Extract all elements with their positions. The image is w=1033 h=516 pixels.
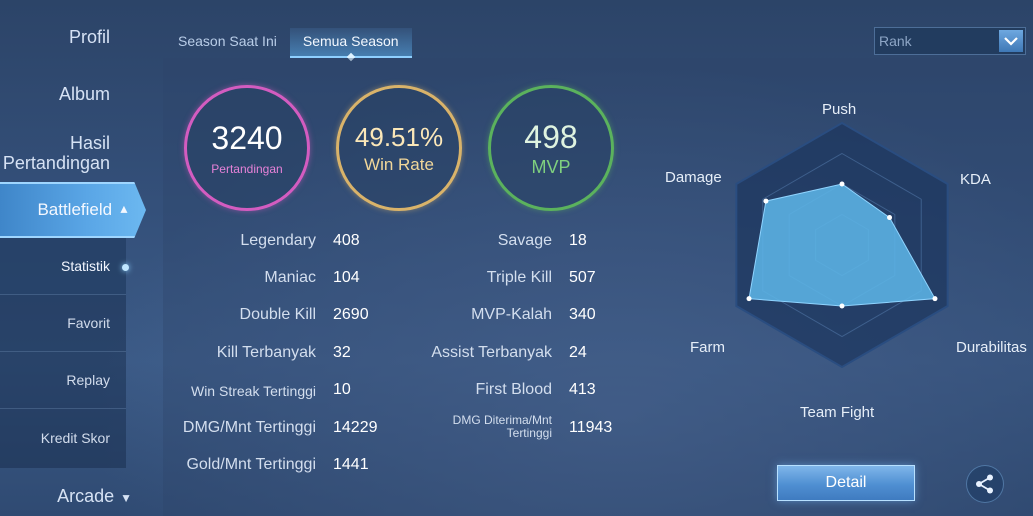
tab-season-saat-ini[interactable]: Season Saat Ini	[178, 33, 277, 49]
radar-svg	[735, 121, 949, 369]
nav-hasil-pertandingan[interactable]: Hasil Pertandingan	[0, 133, 110, 173]
radar-label-durabilitas: Durabilitas	[956, 339, 1027, 356]
rank-select-value: Rank	[879, 33, 912, 49]
sub-item-label: Statistik	[60, 258, 110, 274]
nav-profil[interactable]: Profil	[68, 27, 110, 47]
radar-point-durabilitas	[932, 296, 938, 302]
stat-value-double-kill: 2690	[333, 306, 369, 323]
nav-hasil-line1: Hasil	[69, 133, 110, 153]
sub-item-favorit[interactable]: Favorit	[0, 295, 126, 352]
chevron-up-icon: ▼	[118, 203, 130, 217]
stat-value-first-blood: 413	[569, 381, 596, 398]
sub-item-label: Favorit	[67, 315, 110, 331]
stat-value-win-streak: 10	[333, 381, 351, 398]
sub-item-replay[interactable]: Replay	[0, 352, 126, 409]
sub-item-label: Replay	[66, 372, 110, 388]
detail-button[interactable]: Detail	[777, 465, 915, 501]
stat-label-dmg-mnt: DMG/Mnt Tertinggi	[182, 419, 316, 436]
radar-point-damage	[763, 198, 769, 204]
stat-value-gold-mnt: 1441	[333, 456, 369, 473]
matches-value: 3240	[211, 120, 283, 156]
radar-label-team-fight: Team Fight	[800, 404, 875, 421]
radar-label-farm: Farm	[690, 339, 725, 356]
stat-value-savage: 18	[569, 232, 587, 249]
matches-circle: 3240 Pertandingan	[184, 85, 310, 211]
sub-item-kredit-skor[interactable]: Kredit Skor	[0, 409, 126, 466]
stat-label-assist-terbanyak: Assist Terbanyak	[431, 344, 552, 361]
stat-value-triple-kill: 507	[569, 269, 596, 286]
season-tabs: Season Saat Ini Semua Season	[165, 28, 412, 62]
stat-label-kill-terbanyak: Kill Terbanyak	[216, 344, 316, 361]
stat-value-mvp-kalah: 340	[569, 306, 596, 323]
winrate-value: 49.51%	[354, 122, 444, 152]
nav-battlefield-label: Battlefield	[37, 200, 113, 219]
stat-label-first-blood: First Blood	[475, 381, 552, 398]
sub-item-statistik[interactable]: Statistik	[0, 238, 129, 295]
radar-point-farm	[746, 296, 752, 302]
radar-label-kda: KDA	[960, 171, 991, 188]
stat-label-double-kill: Double Kill	[239, 306, 316, 323]
mvp-label: MVP	[531, 156, 571, 177]
chevron-down-icon: ▼	[120, 491, 132, 505]
winrate-label: Win Rate	[364, 155, 434, 174]
tab-label: Semua Season	[302, 33, 399, 49]
stat-label-gold-mnt: Gold/Mnt Tertinggi	[186, 456, 316, 473]
nav-battlefield[interactable]: Battlefield ▼	[0, 182, 146, 238]
sidebar: Profil Album Hasil Pertandingan Battlefi…	[0, 0, 150, 516]
stat-label-dmg-diterima-line1: DMG Diterima/Mnt	[452, 413, 552, 427]
tab-semua-season[interactable]: Semua Season	[289, 28, 412, 62]
radar-label-push: Push	[822, 101, 857, 118]
radar-label-damage: Damage	[665, 169, 722, 186]
nav-arcade-label: Arcade	[57, 486, 115, 506]
stat-label-savage: Savage	[497, 232, 552, 249]
stat-label-dmg-diterima: DMG Diterima/Mnt Tertinggi	[453, 414, 552, 440]
stat-label-mvp-kalah: MVP-Kalah	[471, 306, 552, 323]
stat-value-assist-terbanyak: 24	[569, 344, 587, 361]
radar-point-push	[839, 181, 845, 187]
radar-grid-ring	[762, 152, 922, 338]
nav-arcade[interactable]: Arcade ▼	[57, 486, 132, 507]
share-icon[interactable]	[966, 465, 1004, 503]
stat-label-dmg-diterima-line2: Tertinggi	[506, 426, 552, 440]
stat-value-dmg-mnt: 14229	[333, 419, 378, 436]
sub-item-label: Kredit Skor	[40, 429, 110, 446]
stat-label-win-streak: Win Streak Tertinggi	[190, 383, 316, 399]
radar-chart: Push KDA Durabilitas Team Fight Farm Dam…	[660, 95, 1030, 425]
stat-value-dmg-diterima: 11943	[569, 419, 613, 436]
stat-label-maniac: Maniac	[264, 269, 316, 286]
active-indicator-icon	[122, 264, 129, 271]
mvp-circle: 498 MVP	[488, 85, 614, 211]
battlefield-submenu: Statistik Favorit Replay Kredit Skor	[0, 238, 129, 468]
stat-value-legendary: 408	[333, 232, 360, 249]
radar-point-kda	[887, 215, 893, 221]
mvp-value: 498	[524, 118, 578, 155]
radar-point-team-fight	[839, 303, 845, 309]
rank-select[interactable]: Rank	[874, 27, 1026, 55]
stat-label-triple-kill: Triple Kill	[486, 269, 552, 286]
stat-value-maniac: 104	[333, 269, 360, 286]
nav-album[interactable]: Album	[58, 84, 110, 104]
winrate-circle: 49.51% Win Rate	[336, 85, 462, 211]
matches-label: Pertandingan	[211, 162, 283, 176]
stat-value-kill-terbanyak: 32	[333, 344, 351, 361]
stat-label-legendary: Legendary	[240, 232, 316, 249]
nav-hasil-line2: Pertandingan	[2, 153, 110, 173]
chevron-down-icon[interactable]	[999, 30, 1023, 52]
